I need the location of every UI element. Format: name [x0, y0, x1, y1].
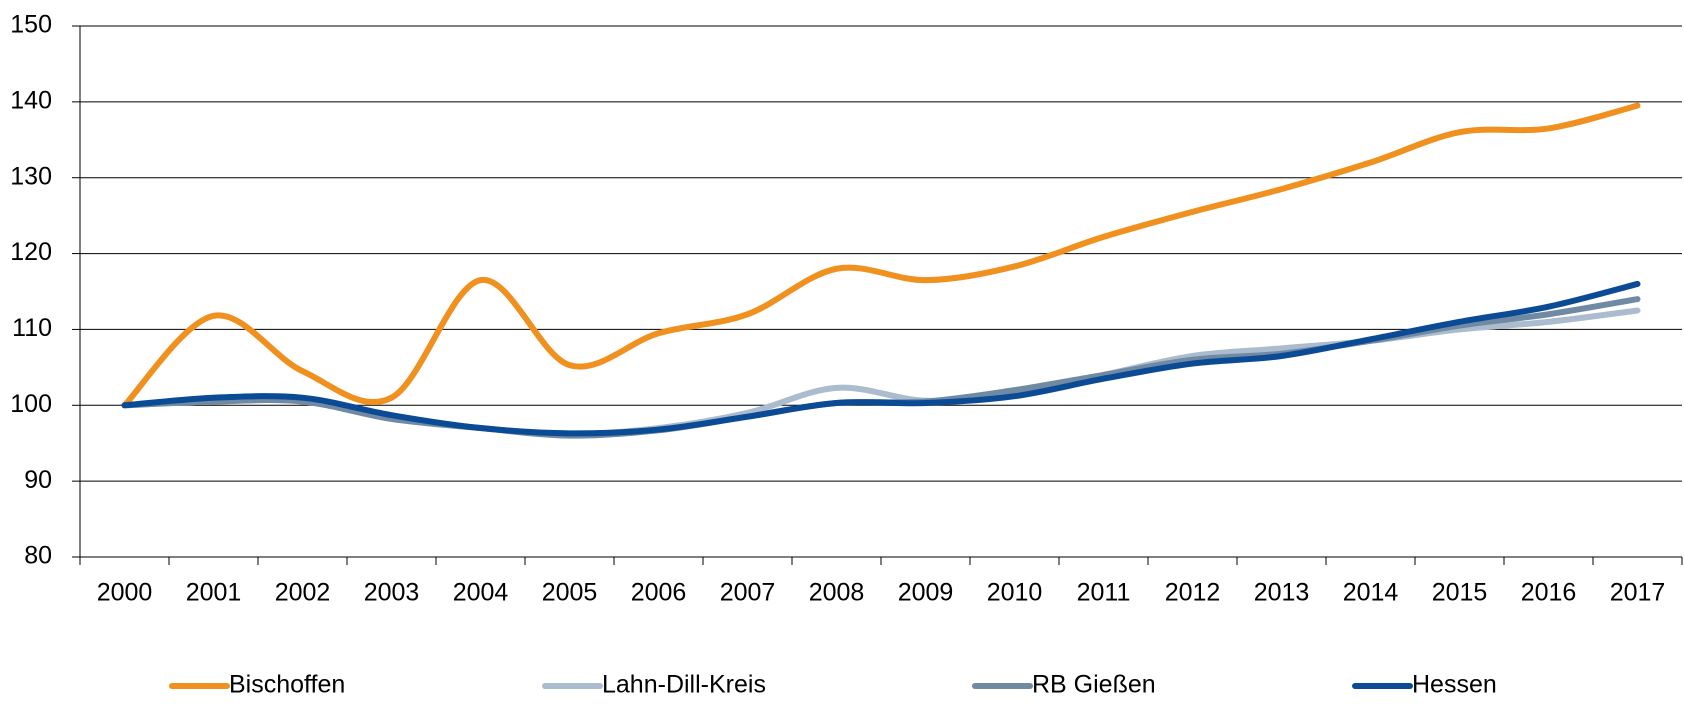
x-tick-label: 2009 — [898, 579, 954, 607]
y-tick-label: 150 — [10, 11, 52, 39]
legend-label: Lahn-Dill-Kreis — [602, 671, 766, 699]
x-tick-label: 2002 — [275, 579, 331, 607]
x-tick-label: 2010 — [987, 579, 1043, 607]
x-tick-label: 2006 — [631, 579, 687, 607]
x-tick-label: 2004 — [453, 579, 509, 607]
x-tick-label: 2003 — [364, 579, 420, 607]
x-tick-label: 2000 — [97, 579, 153, 607]
x-tick-label: 2012 — [1165, 579, 1221, 607]
y-tick-label: 140 — [10, 86, 52, 114]
y-tick-label: 120 — [10, 238, 52, 266]
x-tick-label: 2014 — [1343, 579, 1399, 607]
series-line — [121, 280, 1641, 437]
x-tick-label: 2017 — [1610, 579, 1666, 607]
legend-label: Hessen — [1412, 671, 1497, 699]
x-tick-label: 2011 — [1077, 579, 1131, 607]
y-tick-label: 80 — [24, 542, 52, 570]
legend-label: RB Gießen — [1032, 671, 1156, 699]
y-tick-label: 130 — [10, 162, 52, 190]
y-tick-label: 110 — [12, 314, 52, 342]
x-tick-label: 2016 — [1521, 579, 1577, 607]
x-tick-label: 2001 — [186, 579, 242, 607]
x-tick-label: 2008 — [809, 579, 865, 607]
x-tick-label: 2005 — [542, 579, 598, 607]
x-tick-label: 2013 — [1254, 579, 1310, 607]
y-tick-label: 90 — [24, 466, 52, 494]
x-tick-label: 2015 — [1432, 579, 1488, 607]
y-tick-label: 100 — [10, 390, 52, 418]
legend-label: Bischoffen — [229, 671, 345, 699]
series-line — [121, 296, 1641, 439]
x-tick-label: 2007 — [720, 579, 776, 607]
series-line — [121, 102, 1641, 409]
